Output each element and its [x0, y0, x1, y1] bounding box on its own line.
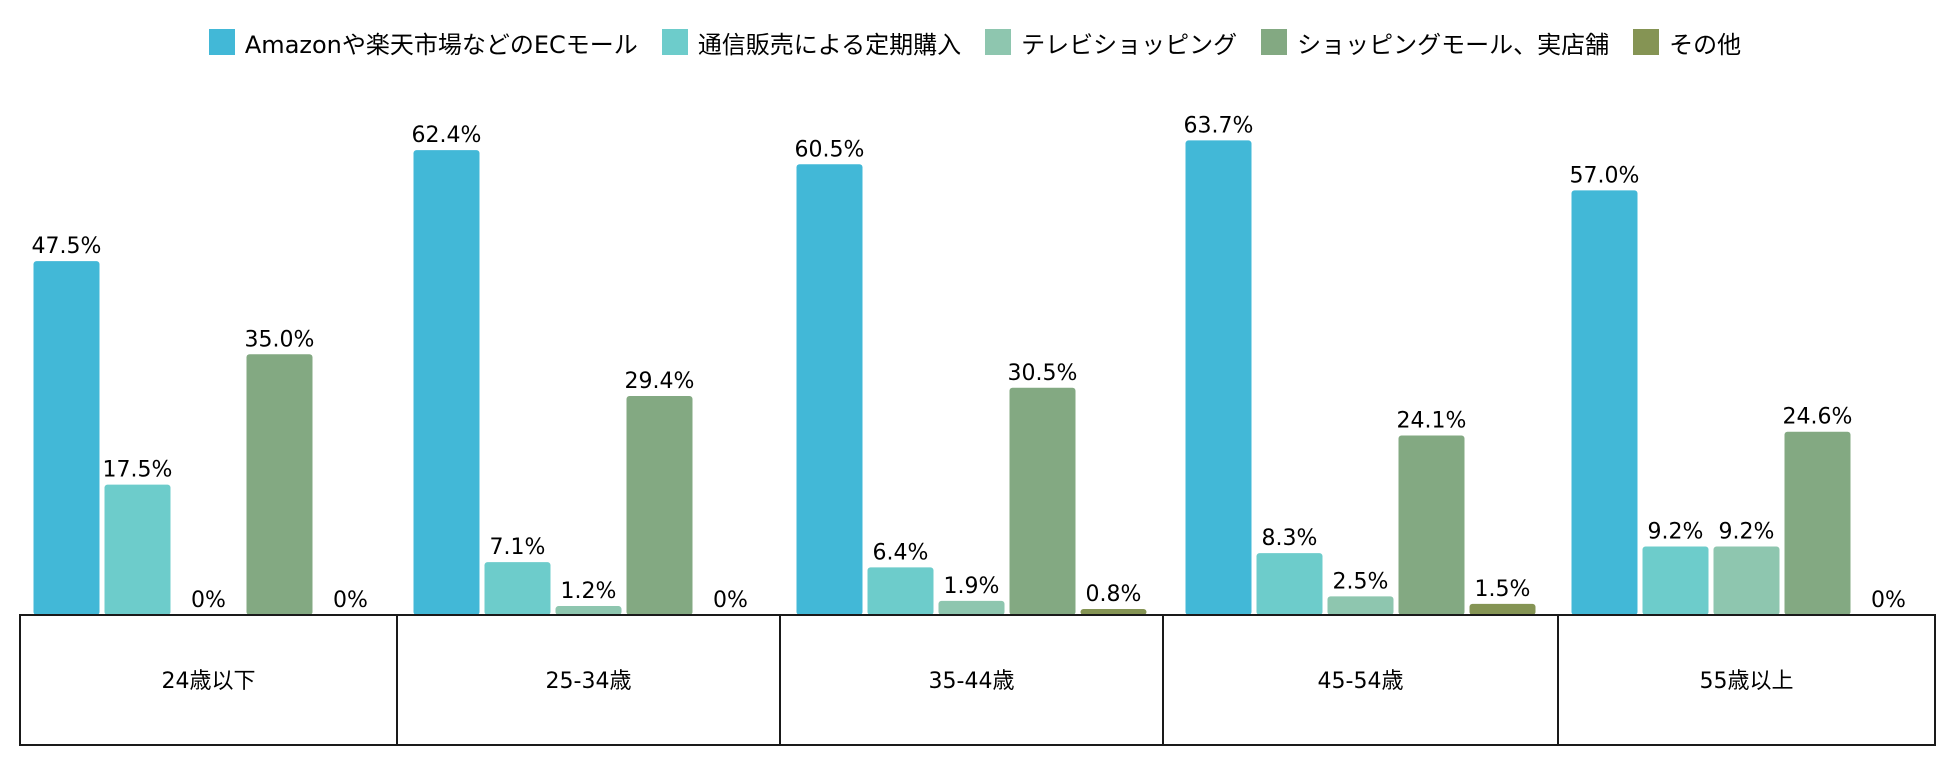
- bar-value-label: 62.4%: [412, 123, 482, 148]
- legend-item: 通信販売による定期購入: [661, 25, 962, 60]
- bar-value-label: 0%: [1871, 588, 1906, 613]
- bar: [1571, 190, 1638, 615]
- category-label: 55歳以上: [1700, 669, 1794, 694]
- bar: [1256, 553, 1323, 615]
- bar-value-label: 7.1%: [490, 535, 546, 560]
- bar-value-label: 30.5%: [1008, 361, 1078, 386]
- legend-swatch: [985, 29, 1012, 55]
- bar-value-label: 24.1%: [1397, 408, 1467, 433]
- bar-value-label: 0.8%: [1086, 582, 1142, 607]
- legend-label: Amazonや楽天市場などのECモール: [244, 30, 638, 59]
- legend-swatch: [1261, 29, 1288, 55]
- bar-value-label: 17.5%: [103, 458, 173, 483]
- bar-value-label: 24.6%: [1783, 405, 1853, 430]
- bar: [1469, 603, 1536, 615]
- bar-value-label: 0%: [713, 588, 748, 613]
- legend-label: 通信販売による定期購入: [697, 30, 962, 59]
- legend-label: その他: [1669, 30, 1742, 59]
- bar-value-label: 9.2%: [1719, 519, 1775, 544]
- bar: [1784, 431, 1851, 615]
- bar-value-label: 0%: [333, 588, 368, 613]
- bar-value-label: 1.9%: [944, 574, 1000, 599]
- legend-item: その他: [1633, 25, 1741, 60]
- legend-label: テレビショッピング: [1021, 30, 1238, 59]
- legend-swatch: [661, 29, 688, 55]
- bar-value-label: 29.4%: [625, 369, 695, 394]
- legend-label: ショッピングモール、実店舗: [1297, 30, 1610, 59]
- bar: [246, 354, 313, 615]
- bar: [1080, 609, 1147, 615]
- bar-value-label: 9.2%: [1648, 519, 1704, 544]
- category-label: 35-44歳: [929, 669, 1015, 694]
- bar: [1713, 546, 1780, 615]
- bar-value-label: 47.5%: [32, 234, 102, 259]
- bar: [1398, 435, 1465, 615]
- chart-legend: Amazonや楽天市場などのECモール 通信販売による定期購入 テレビショッピング シ…: [0, 22, 1950, 62]
- bar-value-label: 35.0%: [245, 327, 315, 352]
- legend-swatch: [208, 29, 235, 55]
- legend-item: ショッピングモール、実店舗: [1261, 25, 1609, 60]
- bar: [484, 562, 551, 615]
- bar: [413, 150, 480, 615]
- bar-value-label: 0%: [191, 588, 226, 613]
- bar: [1009, 387, 1076, 615]
- bar: [104, 484, 171, 615]
- legend-item: Amazonや楽天市場などのECモール: [208, 25, 638, 60]
- bar-value-label: 6.4%: [873, 540, 929, 565]
- category-label: 25-34歳: [546, 669, 632, 694]
- bar: [626, 395, 693, 615]
- legend-item: テレビショッピング: [985, 25, 1237, 60]
- bar: [33, 261, 100, 615]
- bar: [1185, 140, 1252, 615]
- bar-value-label: 1.5%: [1475, 577, 1531, 602]
- bar-value-label: 57.0%: [1570, 163, 1640, 188]
- bar-value-label: 63.7%: [1184, 113, 1254, 138]
- bar-value-label: 2.5%: [1333, 569, 1389, 594]
- bar: [555, 606, 622, 615]
- category-cell: [1557, 614, 1936, 746]
- legend-swatch: [1633, 29, 1660, 55]
- bar: [1327, 596, 1394, 615]
- bar: [867, 567, 934, 615]
- bar-value-label: 60.5%: [795, 137, 865, 162]
- bar: [938, 600, 1005, 615]
- category-label: 24歳以下: [162, 669, 256, 694]
- bar: [1642, 546, 1709, 615]
- category-label: 45-54歳: [1318, 669, 1404, 694]
- bar: [796, 164, 863, 615]
- bar-value-label: 8.3%: [1262, 526, 1318, 551]
- bar-value-label: 1.2%: [561, 579, 617, 604]
